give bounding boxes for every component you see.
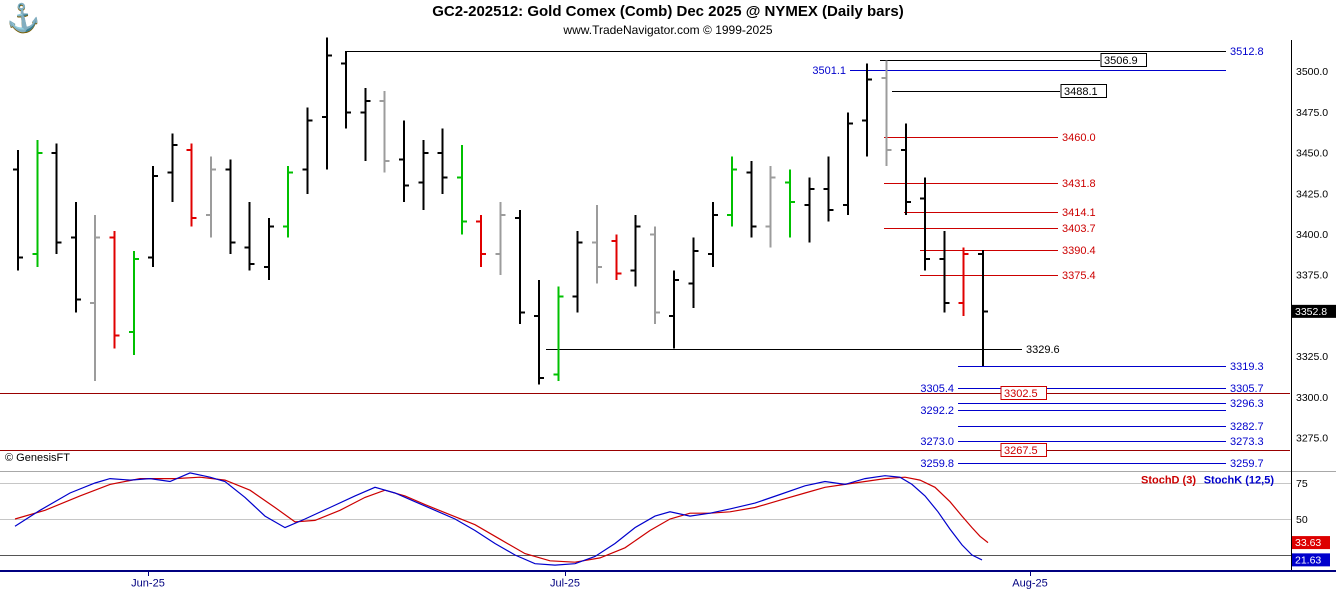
level-label: 3282.7: [1230, 421, 1264, 433]
level-label: 3319.3: [1230, 361, 1264, 373]
stoch-line-stochd: [14, 476, 989, 563]
price-axis-label: 3325.0: [1296, 351, 1328, 363]
level-label: 3305.7: [1230, 383, 1264, 395]
level-label-box: [1060, 84, 1107, 98]
time-axis-label: Aug-25: [1012, 578, 1047, 590]
level-label-box: [1000, 443, 1047, 457]
price-axis-label: 3500.0: [1296, 66, 1328, 78]
last-price-box: [1292, 304, 1336, 318]
price-axis-label: 3300.0: [1296, 392, 1328, 404]
genesisft-watermark: © GenesisFT: [5, 452, 70, 464]
stoch-value-stochk: 21.63: [1295, 554, 1321, 566]
price-axis-label: 3400.0: [1296, 229, 1328, 241]
level-label-box: [1000, 386, 1047, 400]
level-label: 3305.4: [920, 383, 954, 395]
stoch-value-box-stochk: [1292, 553, 1330, 567]
level-label: 3460.0: [1062, 132, 1096, 144]
last-price-value: 3352.8: [1295, 306, 1327, 318]
level-label: 3329.6: [1026, 344, 1060, 356]
level-label: 3273.3: [1230, 436, 1264, 448]
level-label: 3403.7: [1062, 223, 1096, 235]
price-axis-label: 3425.0: [1296, 188, 1328, 200]
level-label: 3431.8: [1062, 178, 1096, 190]
level-label: 3375.4: [1062, 270, 1096, 282]
price-axis-label: 3275.0: [1296, 433, 1328, 445]
stoch-legend-label: StochD (3): [1141, 475, 1196, 487]
stoch-value-box-stochd: [1292, 536, 1330, 550]
level-label: 3273.0: [920, 436, 954, 448]
chart-subtitle: www.TradeNavigator.com © 1999-2025: [563, 23, 773, 37]
stoch-value-stochd: 33.63: [1295, 537, 1321, 549]
level-label: 3267.5: [1004, 445, 1038, 457]
level-label: 3506.9: [1104, 55, 1138, 67]
price-axis-label: 3475.0: [1296, 107, 1328, 119]
time-axis-label: Jun-25: [131, 578, 165, 590]
level-label: 3414.1: [1062, 207, 1096, 219]
level-label-box: [1100, 53, 1147, 67]
level-label: 3488.1: [1064, 86, 1098, 98]
stoch-axis-label: 75: [1296, 478, 1308, 490]
time-axis-label: Jul-25: [550, 578, 580, 590]
level-label: 3501.1: [812, 65, 846, 77]
level-label: 3292.2: [920, 405, 954, 417]
level-label: 3390.4: [1062, 245, 1096, 257]
stoch-legend-label: StochK (12,5): [1204, 475, 1275, 487]
level-label: 3259.8: [920, 458, 954, 470]
price-axis-label: 3375.0: [1296, 270, 1328, 282]
stoch-line-stochk: [14, 472, 983, 566]
level-label: 3259.7: [1230, 458, 1264, 470]
stoch-axis-label: 50: [1296, 514, 1308, 526]
level-label: 3302.5: [1004, 388, 1038, 400]
level-label: 3296.3: [1230, 398, 1264, 410]
chart-title: GC2-202512: Gold Comex (Comb) Dec 2025 @…: [432, 3, 904, 20]
level-label: 3512.8: [1230, 46, 1264, 58]
price-axis-label: 3450.0: [1296, 148, 1328, 160]
